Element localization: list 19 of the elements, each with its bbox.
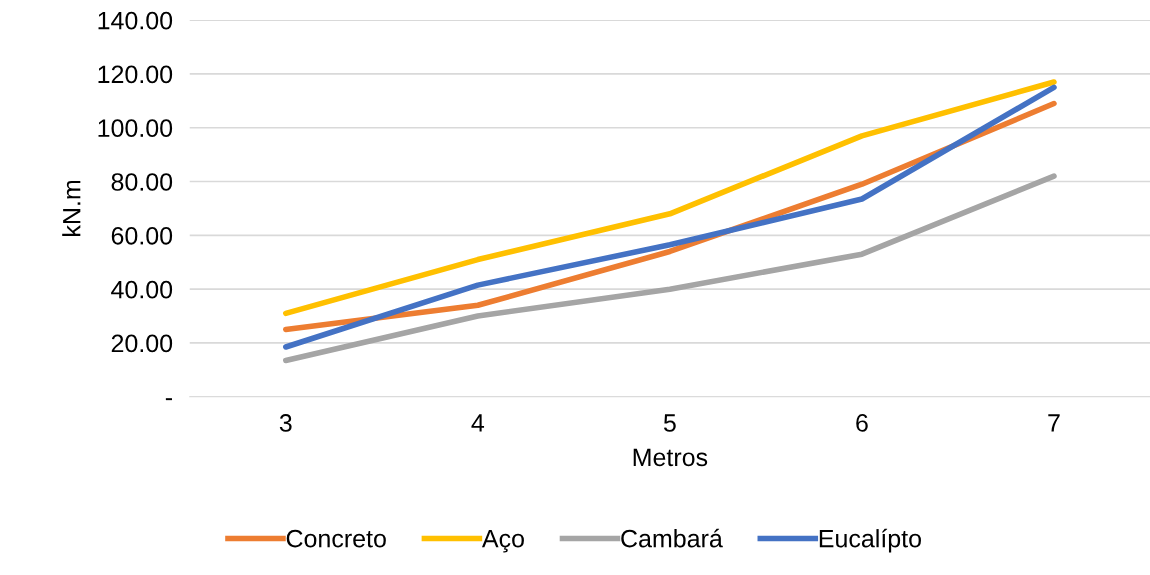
y-tick-label: 80.00: [111, 173, 173, 191]
legend-label: Cambará: [621, 528, 723, 548]
y-tick-label: 140.00: [98, 11, 173, 30]
y-tick-label: -: [165, 398, 172, 401]
x-tick-label: 5: [663, 414, 676, 432]
y-tick-label: 20.00: [111, 334, 173, 353]
y-tick-label: 100.00: [98, 119, 173, 138]
legend-label: Concreto: [286, 529, 386, 548]
y-tick-label: 120.00: [98, 65, 173, 84]
y-axis-title: kN.m: [62, 180, 81, 236]
legend-label: Eucalípto: [819, 528, 921, 553]
x-tick-label: 3: [279, 414, 292, 432]
x-axis-title: Metros: [633, 448, 708, 467]
y-tick-label: 40.00: [111, 280, 173, 299]
x-tick-label: 4: [471, 414, 485, 432]
x-tick-label: 7: [1048, 414, 1060, 432]
legend-label: Aço: [481, 530, 524, 553]
y-tick-label: 60.00: [111, 226, 173, 245]
x-tick-label: 6: [856, 414, 868, 432]
